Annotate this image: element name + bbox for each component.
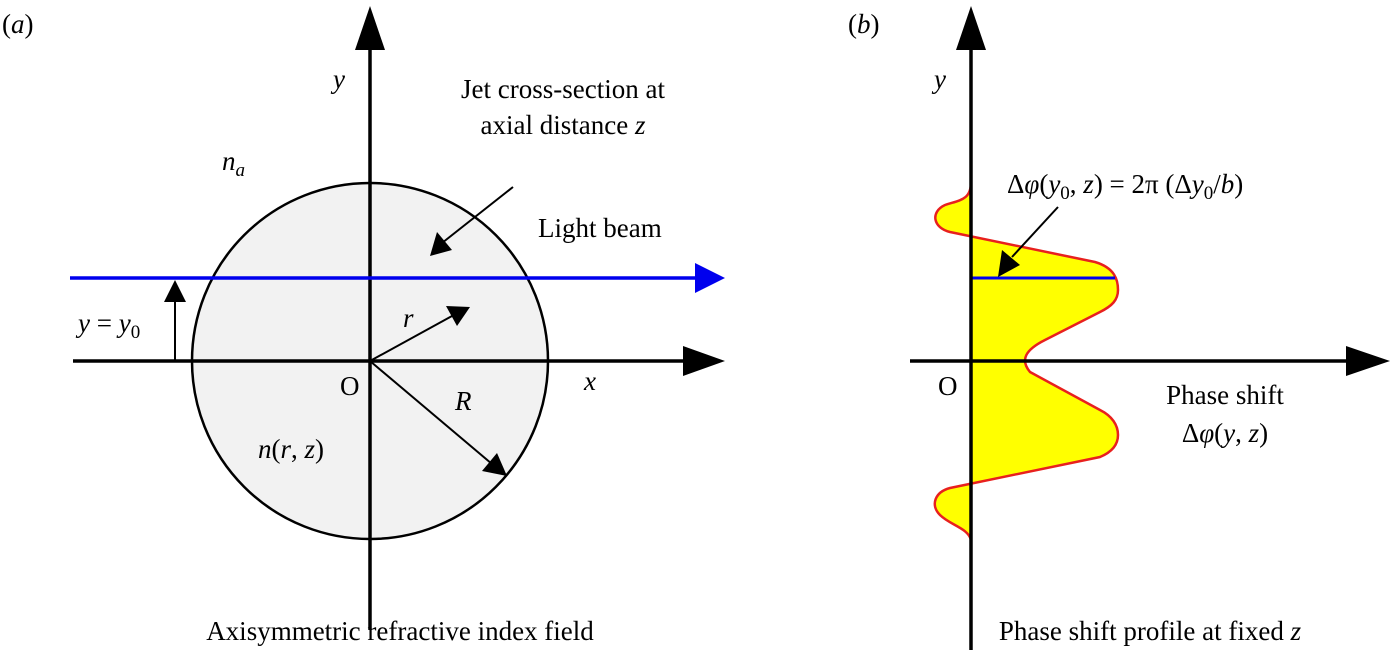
origin-label: O — [340, 371, 360, 401]
panel-a-label: (a) — [2, 9, 34, 39]
jet-pointer-arrow — [441, 186, 514, 244]
y0-arrowhead — [164, 280, 186, 302]
panel-a-caption: Axisymmetric refractive index field — [206, 616, 594, 646]
equation-pointer-arrowhead — [998, 250, 1020, 277]
R-arrowhead — [482, 453, 507, 476]
panel-a: (a) y x O na Jet cross-section at axial … — [2, 6, 725, 646]
R-arrow — [369, 360, 493, 465]
panel-b-label: (b) — [848, 9, 880, 39]
phase-shift-profile — [933, 181, 1120, 541]
jet-label-line2: axial distance z — [481, 110, 646, 140]
ambient-index-label: na — [222, 146, 245, 181]
phase-shift-symbol: Δφ(y, z) — [1182, 418, 1268, 448]
phase-shift-label: Phase shift — [1166, 380, 1284, 410]
phase-axis-arrowhead — [1346, 346, 1390, 376]
r-arrowhead — [446, 306, 470, 326]
r-arrow — [369, 315, 453, 362]
equation-pointer-arrow — [1011, 206, 1059, 258]
light-beam-label: Light beam — [538, 213, 662, 243]
origin-b-label: O — [938, 371, 958, 401]
y-axis-b-label: y — [931, 64, 946, 94]
jet-pointer-arrowhead — [430, 232, 452, 256]
y-axis-label: y — [330, 64, 345, 94]
y-equals-y0-label: y = y0 — [75, 308, 140, 343]
panel-b-caption: Phase shift profile at fixed z — [999, 616, 1302, 646]
x-axis-arrowhead — [683, 346, 725, 376]
y-axis-b-arrowhead — [956, 6, 986, 50]
x-axis-label: x — [583, 366, 596, 396]
r-label: r — [403, 303, 414, 333]
R-label: R — [454, 386, 472, 416]
light-beam-arrowhead — [695, 263, 725, 293]
refractive-index-label: n(r, z) — [258, 434, 324, 464]
panel-b: (b) y O Δφ(y0, z) = 2π (Δy0/b) Phase shi… — [848, 6, 1390, 650]
y-axis-arrowhead — [355, 6, 385, 50]
jet-label-line1: Jet cross-section at — [461, 74, 665, 104]
phase-equation: Δφ(y0, z) = 2π (Δy0/b) — [1007, 169, 1243, 204]
